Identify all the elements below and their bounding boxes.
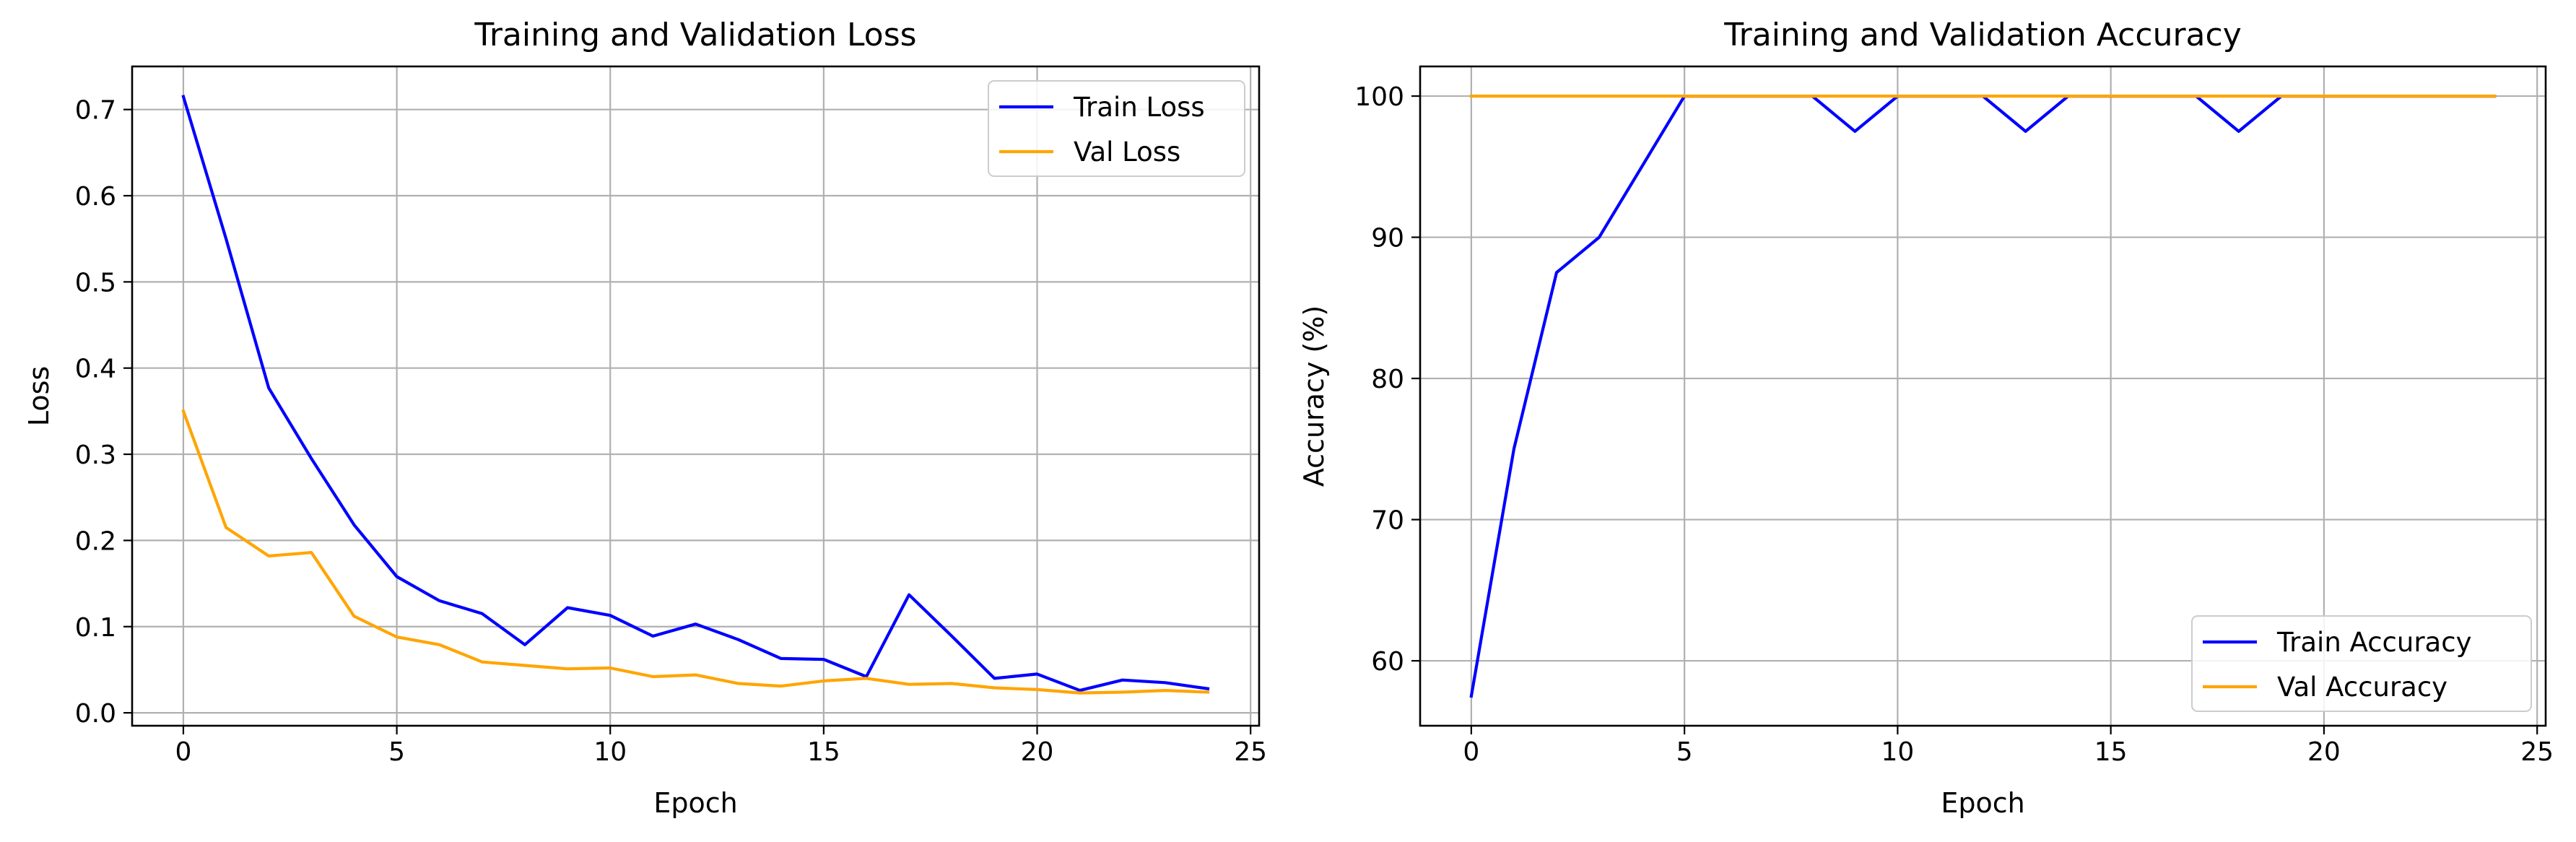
axes-frame (131, 65, 1261, 727)
chart-title: Training and Validation Accuracy (1723, 17, 2242, 53)
y-tick-label: 70 (1371, 506, 1404, 536)
x-axis-label: Epoch (1941, 787, 2024, 819)
y-axis-label: Loss (23, 366, 55, 426)
axes-frame (1419, 65, 2547, 727)
x-tick-label: 5 (1676, 737, 1693, 767)
legend-label: Train Accuracy (2276, 627, 2471, 658)
y-tick-label: 90 (1371, 224, 1404, 253)
x-tick-label: 25 (1234, 737, 1267, 767)
x-tick-label: 25 (2520, 737, 2554, 767)
y-tick-label: 0.5 (75, 268, 116, 298)
chart-1: 0 5 10 15 20 25 0.0 0.1 0.2 0.3 0.4 0.5 0.6 0.7 Traini… (23, 17, 1267, 819)
series-line-1 (1469, 95, 2497, 698)
x-tick-label: 5 (388, 737, 405, 767)
legend-label: Train Loss (1073, 92, 1205, 123)
series-line-2 (181, 409, 1210, 695)
y-tick-label: 0.4 (75, 355, 116, 384)
legend-label: Val Accuracy (2277, 672, 2447, 703)
series-line-1 (181, 95, 1210, 693)
legend-box (2191, 615, 2532, 712)
legend: Train Loss Val Loss (988, 80, 1245, 177)
y-tick-label: 0.0 (75, 699, 116, 729)
y-tick-label: 0.3 (75, 440, 116, 470)
x-tick-label: 10 (593, 737, 627, 767)
y-tick-label: 0.1 (75, 613, 116, 643)
y-tick-label: 80 (1371, 365, 1404, 394)
chart-2: 0 5 10 15 20 25 60 70 80 90 100 Training and Valida… (1298, 17, 2554, 819)
x-tick-label: 0 (175, 737, 192, 767)
y-tick-label: 0.7 (75, 96, 116, 126)
x-axis-label: Epoch (653, 787, 737, 819)
x-tick-label: 20 (1021, 737, 1054, 767)
x-tick-label: 15 (2094, 737, 2128, 767)
x-tick-label: 20 (2307, 737, 2341, 767)
y-axis-label: Accuracy (%) (1298, 305, 1330, 487)
y-tick-label: 0.2 (75, 526, 116, 556)
y-tick-label: 0.6 (75, 182, 116, 212)
x-tick-label: 10 (1881, 737, 1914, 767)
y-tick-label: 60 (1371, 647, 1404, 677)
chart-title: Training and Validation Loss (474, 17, 916, 53)
y-tick-label: 100 (1354, 82, 1404, 112)
legend-label: Val Loss (1074, 136, 1180, 168)
legend: Train Accuracy Val Accuracy (2191, 615, 2532, 712)
x-tick-label: 15 (807, 737, 840, 767)
x-tick-label: 0 (1463, 737, 1479, 767)
